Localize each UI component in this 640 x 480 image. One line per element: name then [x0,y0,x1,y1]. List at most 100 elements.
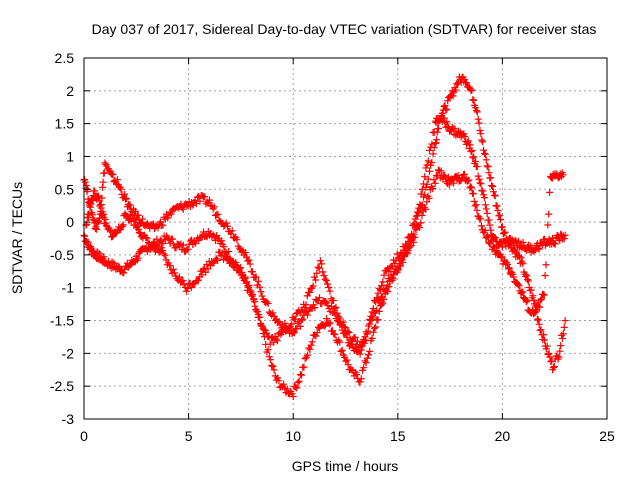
data-point [321,275,329,283]
data-point [451,125,459,133]
data-point [483,233,491,241]
data-point [102,160,110,168]
data-point [314,263,322,271]
data-point [515,282,523,290]
data-point [110,259,118,267]
data-point [470,153,478,161]
data-point [264,332,272,340]
data-point [331,304,339,312]
data-point [542,261,550,269]
data-point [529,292,537,300]
data-point [272,335,280,343]
data-point [454,80,462,88]
data-point [445,181,453,189]
data-point [417,219,425,227]
data-point [251,298,259,306]
data-point [81,178,89,186]
data-point [99,178,107,186]
data-point [280,380,288,388]
data-point [356,350,364,358]
data-point [481,226,489,234]
data-point [543,239,551,247]
data-point [308,338,316,346]
data-point [494,207,502,215]
data-point [546,353,554,361]
data-point [275,377,283,385]
data-point [291,315,299,323]
data-point [477,222,485,230]
data-point [159,246,167,254]
data-point [159,240,167,248]
data-point [100,169,108,177]
data-point [560,323,568,331]
data-point [353,370,361,378]
data-point [232,261,240,269]
data-point [357,375,365,383]
data-point [416,224,424,232]
data-point [394,266,402,274]
data-point [471,202,479,210]
data-point [498,253,506,261]
data-point [547,358,555,366]
data-point [382,285,390,293]
data-point [357,343,365,351]
data-point [535,320,543,328]
data-point [537,296,545,304]
data-point [383,281,391,289]
data-point [333,309,341,317]
data-point [449,92,457,100]
data-point [264,346,272,354]
data-point [167,210,175,218]
data-point [410,238,418,246]
data-point [444,97,452,105]
data-point [336,314,344,322]
data-point [107,227,115,235]
data-point [421,191,429,199]
data-point [153,235,161,243]
data-point [483,162,491,170]
data-point [467,183,475,191]
data-point [338,346,346,354]
data-point [320,272,328,280]
data-point [378,282,386,290]
data-point [263,298,271,306]
data-point [487,174,495,182]
data-point [550,363,558,371]
data-point [248,292,256,300]
data-point [120,269,128,277]
y-tick-label: -3 [62,411,75,427]
x-tick-labels: 0 5 10 15 20 25 [80,428,615,444]
data-point [168,235,176,243]
data-point [179,241,187,249]
data-point [379,293,387,301]
data-point [364,327,372,335]
data-point [187,284,195,292]
data-point [325,320,333,328]
data-point [414,208,422,216]
data-point [220,243,228,251]
data-point [363,354,371,362]
data-point [524,277,532,285]
data-point [534,316,542,324]
data-point [241,274,249,282]
data-point [160,250,168,258]
data-point [504,239,512,247]
x-tick-label: 0 [80,428,88,444]
chart-title: Day 037 of 2017, Sidereal Day-to-day VTE… [92,21,597,37]
data-point [228,259,236,267]
data-point [468,184,476,192]
data-point [411,233,419,241]
data-point [469,96,477,104]
data-point [246,260,254,268]
data-point [425,194,433,202]
data-point [245,284,253,292]
data-point [428,140,436,148]
data-point [463,79,471,87]
data-point [365,320,373,328]
data-point [504,265,512,273]
data-point [556,347,564,355]
data-point [491,234,499,242]
data-point [344,361,352,369]
y-tick-label: -2 [62,345,75,361]
series-track-c [82,166,567,352]
